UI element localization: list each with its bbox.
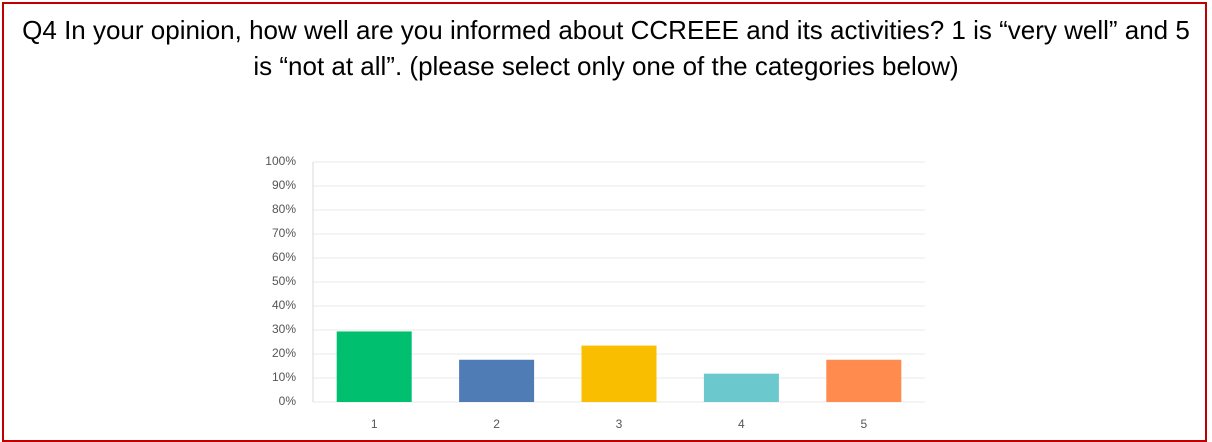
bar: [826, 359, 902, 402]
y-tick-label: 80%: [272, 202, 296, 216]
x-tick-label: 5: [860, 417, 867, 430]
y-tick-label: 20%: [272, 346, 296, 360]
x-tick-label: 1: [371, 417, 378, 430]
bar: [459, 359, 535, 402]
bar: [703, 373, 779, 402]
y-tick-label: 40%: [272, 298, 296, 312]
y-tick-label: 70%: [272, 226, 296, 240]
bar: [336, 331, 412, 402]
x-tick-label: 4: [738, 417, 745, 430]
x-tick-label: 2: [493, 417, 500, 430]
chart-title: Q4 In your opinion, how well are you inf…: [22, 15, 1190, 81]
y-tick-label: 100%: [265, 154, 296, 168]
chart: 0% 10% 20% 30% 40% 50% 60% 70% 80% 90% 100% 1 2 3 4 5: [265, 154, 925, 430]
y-tick-label: 0%: [279, 394, 297, 408]
y-tick-label: 90%: [272, 178, 296, 192]
bar: [581, 345, 657, 402]
y-tick-label: 50%: [272, 274, 296, 288]
y-tick-label: 30%: [272, 322, 296, 336]
y-tick-label: 60%: [272, 250, 296, 264]
x-tick-label: 3: [616, 417, 623, 430]
y-tick-label: 10%: [272, 370, 296, 384]
